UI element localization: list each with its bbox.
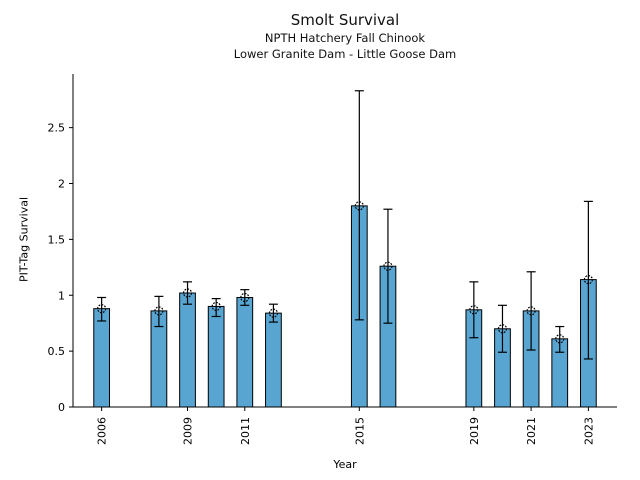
marker-2009 [182,288,193,298]
marker-2020 [497,324,508,334]
bar-2010 [207,305,225,408]
marker-2012 [268,308,279,318]
x-tick-label-2009: 2009 [182,417,195,445]
y-tick-label-2.5: 2.5 [48,122,66,135]
x-tick-label-2006: 2006 [96,417,109,445]
bar-2012 [265,312,282,408]
chart-subtitle-line1: NPTH Hatchery Fall Chinook [264,31,426,45]
y-tick-label-0: 0 [58,401,65,414]
marker-2019 [469,305,479,315]
y-tick-label-1.5: 1.5 [48,233,66,246]
x-axis-label: Year [333,458,357,471]
x-tick-label-2023: 2023 [582,417,595,445]
marker-2006 [97,304,107,314]
x-tick-label-2015: 2015 [353,417,366,445]
marker-2015 [354,201,364,211]
bar-2011 [236,296,254,408]
y-tick-label-1: 1 [58,289,65,302]
marker-2022 [555,334,565,344]
bar-2006 [93,308,111,408]
y-tick-label-2: 2 [58,178,65,191]
marker-2016 [383,261,393,271]
marker-2021 [526,306,536,316]
x-tick-label-2021: 2021 [525,417,538,445]
title-block: Smolt Survival NPTH Hatchery Fall Chinoo… [73,10,617,62]
chart-subtitle-line2: Lower Granite Dam - Little Goose Dam [233,47,457,61]
chart-title: Smolt Survival [290,11,400,29]
marker-2008 [154,306,164,316]
marker-2010 [211,301,221,312]
marker-2023 [583,275,593,285]
x-tick-label-2011: 2011 [239,417,252,445]
y-tick-label-0.5: 0.5 [48,345,66,358]
x-tick-label-2019: 2019 [468,417,481,445]
marker-2011 [240,292,250,303]
bar-2009 [179,292,196,408]
